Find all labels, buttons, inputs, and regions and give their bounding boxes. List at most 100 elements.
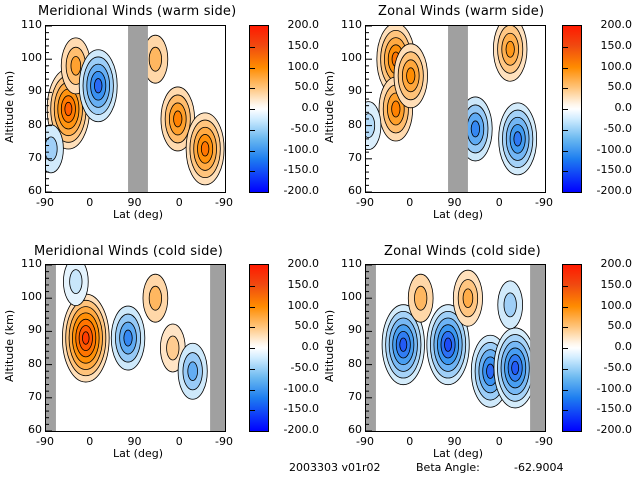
colorbar-label: 50.0 <box>607 80 633 94</box>
no-data-band <box>210 265 225 431</box>
colorbar-label: -50.0 <box>603 121 632 135</box>
colorbar-tick <box>563 306 568 308</box>
colorbar-tick <box>250 389 255 391</box>
no-data-band <box>448 26 468 192</box>
x-tick-label: 90 <box>447 435 462 448</box>
colorbar-tick <box>250 171 255 173</box>
contour-level-1-6 <box>64 101 73 117</box>
y-tick-label: 80 <box>348 356 362 370</box>
colorbar-tick <box>250 88 255 90</box>
colorbar-tick <box>563 46 568 48</box>
colorbar-tick <box>250 410 255 412</box>
y-tick-label: 80 <box>28 117 42 131</box>
chart-title: Meridional Winds (warm side) <box>38 4 237 19</box>
y-tick-label: 70 <box>28 150 42 164</box>
colorbar-tick <box>563 109 568 110</box>
contour-level-4-4 <box>505 40 515 58</box>
colorbar <box>249 25 269 193</box>
plot-area <box>365 25 546 193</box>
y-axis-label: Altitude (km) <box>3 309 16 382</box>
colorbar-label: 50.0 <box>607 319 633 333</box>
y-tick-label: 110 <box>21 18 42 31</box>
colorbar-label: 0.0 <box>301 101 320 114</box>
colorbar-tick <box>563 327 568 329</box>
colorbar-tick <box>250 150 255 152</box>
contour-level-4-3 <box>462 288 474 308</box>
contour-level-5-4 <box>470 120 480 138</box>
footer-id: 2003303 v01r02 <box>289 461 381 474</box>
colorbar-label: -200.0 <box>596 184 632 197</box>
colorbar-tick <box>563 88 568 90</box>
colorbar-tick <box>563 410 568 412</box>
x-axis-label: Lat (deg) <box>433 447 483 460</box>
chart-title: Zonal Winds (warm side) <box>378 4 545 19</box>
colorbar-tick <box>563 389 568 391</box>
colorbar-label: -100.0 <box>283 381 319 395</box>
contour-level-1-7 <box>82 331 90 345</box>
y-tick-label: 80 <box>28 356 42 370</box>
colorbar-label: 50.0 <box>294 80 320 94</box>
colorbar-tick <box>250 327 255 329</box>
x-tick-label: 90 <box>447 196 462 209</box>
colorbar-tick <box>563 285 568 287</box>
colorbar-label: 200.0 <box>287 257 320 270</box>
colorbar <box>562 25 582 193</box>
y-tick-label: 80 <box>348 117 362 131</box>
y-tick-label: 90 <box>348 84 362 98</box>
contour-field <box>366 26 538 192</box>
contour-level-6-5 <box>200 141 210 157</box>
x-tick-label: 0 <box>406 196 414 209</box>
colorbar-tick <box>250 348 255 349</box>
contour-level-7-2 <box>503 292 517 318</box>
y-tick-label: 90 <box>348 323 362 337</box>
colorbar-label: 150.0 <box>600 38 633 52</box>
colorbar-tick <box>250 306 255 308</box>
contour-level-3-2 <box>148 285 162 311</box>
x-tick-label: -90 <box>215 435 233 448</box>
colorbar-label: 50.0 <box>294 319 320 333</box>
x-tick-label: 0 <box>495 435 503 448</box>
chart-title: Zonal Winds (cold side) <box>384 244 541 259</box>
y-tick-label: 110 <box>341 18 362 31</box>
contour-field <box>46 26 225 192</box>
colorbar-label: 0.0 <box>614 101 633 114</box>
colorbar-label: -150.0 <box>596 163 632 177</box>
colorbar-label: -50.0 <box>290 121 319 135</box>
x-tick-label: 0 <box>86 196 94 209</box>
y-axis-label: Altitude (km) <box>323 309 336 382</box>
colorbar-tick <box>563 150 568 152</box>
y-axis-label: Altitude (km) <box>323 70 336 143</box>
y-tick-label: 100 <box>21 51 42 65</box>
contour-level-2-4 <box>391 100 401 118</box>
colorbar-label: 200.0 <box>600 257 633 270</box>
x-tick-label: -90 <box>215 196 233 209</box>
chart-title: Meridional Winds (cold side) <box>34 244 223 259</box>
contour-level-3-5 <box>94 78 103 94</box>
y-tick-label: 60 <box>28 423 42 436</box>
colorbar-label: -100.0 <box>596 142 632 156</box>
no-data-band <box>46 265 56 431</box>
y-tick-label: 70 <box>348 389 362 403</box>
contour-level-1-6 <box>399 337 408 352</box>
x-tick-label: -90 <box>356 196 374 209</box>
contour-level-2-3 <box>70 56 82 76</box>
colorbar <box>249 264 269 432</box>
colorbar-tick <box>563 348 568 349</box>
colorbar-label: -100.0 <box>283 142 319 156</box>
colorbar-tick <box>250 46 255 48</box>
colorbar-label: 150.0 <box>287 38 320 52</box>
contour-level-3-2 <box>414 285 428 311</box>
plot-area <box>365 264 546 432</box>
y-tick-label: 110 <box>21 257 42 270</box>
colorbar-label: -100.0 <box>596 381 632 395</box>
y-tick-label: 110 <box>341 257 362 270</box>
plot-area <box>45 264 226 432</box>
colorbar-tick <box>563 67 568 69</box>
colorbar-label: -200.0 <box>283 423 319 436</box>
colorbar-tick <box>250 285 255 287</box>
colorbar-label: -50.0 <box>603 360 632 374</box>
x-tick-label: -90 <box>535 435 553 448</box>
colorbar-label: 100.0 <box>600 59 633 73</box>
x-tick-label: 0 <box>495 196 503 209</box>
contour-level-5-3 <box>187 361 198 381</box>
